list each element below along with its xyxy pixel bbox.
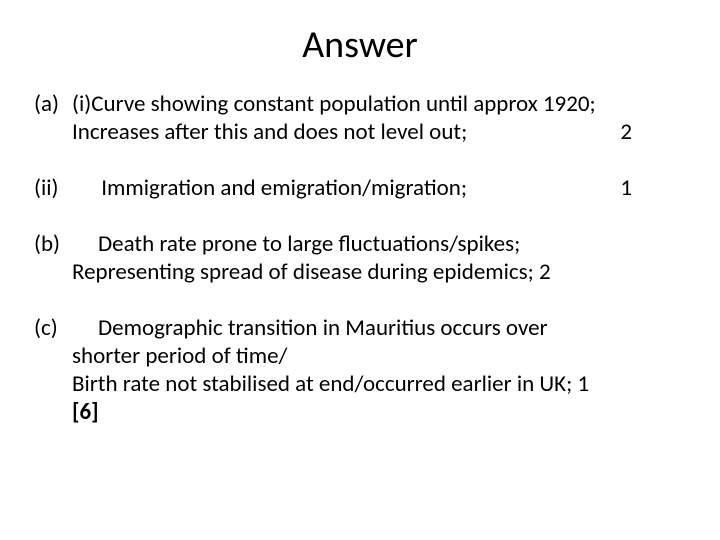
ii-text: Immigration and emigration/migration; (101, 174, 467, 202)
b-line1: Death rate prone to large fluctuations/s… (46, 230, 686, 258)
a-line1: (i)Curve showing constant population unt… (72, 90, 686, 118)
a-line2-text: Increases after this and does not level … (72, 118, 467, 146)
c-line2: shorter period of time/ (72, 342, 686, 370)
answer-b: (b) Death rate prone to large fluctuatio… (34, 230, 686, 286)
answer-c: (c) Demographic transition in Mauritius … (34, 314, 686, 426)
label-ii: (ii) (34, 174, 96, 202)
a-line2: Increases after this and does not level … (72, 118, 686, 146)
answer-a: (a) (i)Curve showing constant population… (34, 90, 686, 146)
answer-ii: (ii) Immigration and emigration/migratio… (34, 174, 686, 202)
c-line1: Demographic transition in Mauritius occu… (46, 314, 686, 342)
a-mark: 2 (620, 118, 632, 146)
a-line1-text: Curve showing constant population until … (91, 90, 595, 118)
ii-mark: 1 (620, 174, 632, 202)
page-title: Answer (34, 22, 686, 68)
slide: Answer (a) (i)Curve showing constant pop… (0, 0, 720, 540)
c-line3: Birth rate not stabilised at end/occurre… (72, 370, 686, 398)
ii-line: (ii) Immigration and emigration/migratio… (34, 174, 686, 202)
b-line2: Representing spread of disease during ep… (72, 258, 686, 286)
c-total: [6] (72, 398, 686, 426)
a-sublabel: (i) (72, 90, 91, 118)
label-a: (a) (34, 90, 59, 118)
